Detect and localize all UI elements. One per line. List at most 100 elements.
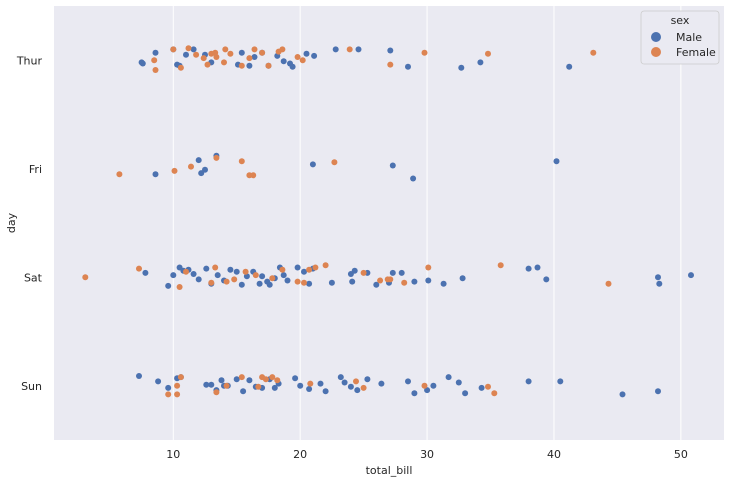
point-female <box>387 276 394 283</box>
point-male <box>303 50 310 57</box>
point-male <box>354 387 361 394</box>
point-male <box>240 388 247 395</box>
point-male <box>284 277 291 284</box>
point-male <box>195 276 202 283</box>
point-male <box>534 264 541 271</box>
point-female <box>238 62 245 69</box>
point-male <box>387 47 394 54</box>
point-male <box>525 378 532 385</box>
point-female <box>294 54 301 60</box>
point-male <box>411 390 418 397</box>
point-male <box>152 171 159 178</box>
point-male <box>656 280 663 287</box>
point-female <box>353 378 359 385</box>
point-male <box>139 60 146 67</box>
series-female <box>82 45 612 398</box>
point-male <box>424 387 431 394</box>
point-female <box>177 64 184 71</box>
point-female <box>238 374 245 381</box>
point-female <box>183 268 189 275</box>
point-male <box>341 379 348 386</box>
point-male <box>280 272 287 279</box>
point-male <box>183 51 189 58</box>
point-male <box>459 275 466 282</box>
point-male <box>266 281 273 288</box>
point-male <box>152 49 159 56</box>
point-female <box>165 391 172 398</box>
point-female <box>231 276 238 283</box>
point-male <box>227 266 234 273</box>
point-female <box>346 46 353 53</box>
point-male <box>233 376 240 383</box>
point-male <box>445 374 452 381</box>
point-male <box>311 52 318 59</box>
point-male <box>202 166 208 173</box>
point-female <box>82 274 89 281</box>
point-female <box>193 51 200 58</box>
x-tick-label: 50 <box>674 448 688 461</box>
y-tick-label-sun: Sun <box>21 380 42 393</box>
point-female <box>312 264 319 271</box>
point-male <box>170 272 177 279</box>
point-male <box>251 54 258 60</box>
point-female <box>116 171 123 178</box>
point-male <box>557 378 564 385</box>
point-female <box>269 374 276 381</box>
point-female <box>307 380 314 387</box>
point-male <box>398 269 405 276</box>
point-male <box>317 380 324 387</box>
y-tick-label-thur: Thur <box>16 54 43 67</box>
point-male <box>425 277 432 284</box>
point-female <box>497 262 504 269</box>
point-male <box>405 63 411 70</box>
point-female <box>238 158 245 165</box>
point-female <box>223 382 230 389</box>
point-male <box>688 272 694 279</box>
point-male <box>543 276 550 283</box>
x-tick-label: 30 <box>420 448 434 461</box>
point-female <box>222 46 229 53</box>
point-male <box>155 378 162 385</box>
point-male <box>136 373 142 379</box>
point-male <box>259 273 266 280</box>
legend: sex Male Female <box>640 10 720 65</box>
point-male <box>655 274 661 281</box>
point-female <box>590 49 597 56</box>
point-male <box>411 278 418 285</box>
point-male <box>322 388 329 395</box>
point-female <box>185 45 192 52</box>
point-female <box>250 172 257 179</box>
y-tick-label-sat: Sat <box>24 271 43 284</box>
point-male <box>246 377 253 384</box>
point-male <box>238 281 245 288</box>
point-female <box>213 54 220 60</box>
y-axis-label: day <box>5 212 18 233</box>
legend-marker-male <box>651 32 661 42</box>
point-female <box>485 50 491 57</box>
point-female <box>208 279 215 286</box>
point-male <box>301 268 307 275</box>
x-tick-label: 20 <box>293 448 307 461</box>
point-male <box>619 391 626 398</box>
point-male <box>271 384 278 391</box>
point-male <box>458 64 465 71</box>
point-male <box>478 384 485 391</box>
point-male <box>373 281 380 288</box>
point-male <box>256 280 263 287</box>
point-female <box>212 264 219 271</box>
point-female <box>221 59 227 66</box>
x-axis-label: total_bill <box>366 464 413 477</box>
point-male <box>190 271 197 277</box>
point-female <box>301 279 307 286</box>
point-female <box>200 55 207 62</box>
point-female <box>425 264 432 271</box>
point-female <box>360 269 367 276</box>
point-male <box>410 175 417 182</box>
point-male <box>655 388 661 395</box>
legend-label-male: Male <box>676 31 702 44</box>
point-female <box>360 384 367 391</box>
point-female <box>306 266 313 273</box>
point-female <box>246 55 253 62</box>
point-male <box>165 282 172 289</box>
point-female <box>223 278 230 285</box>
